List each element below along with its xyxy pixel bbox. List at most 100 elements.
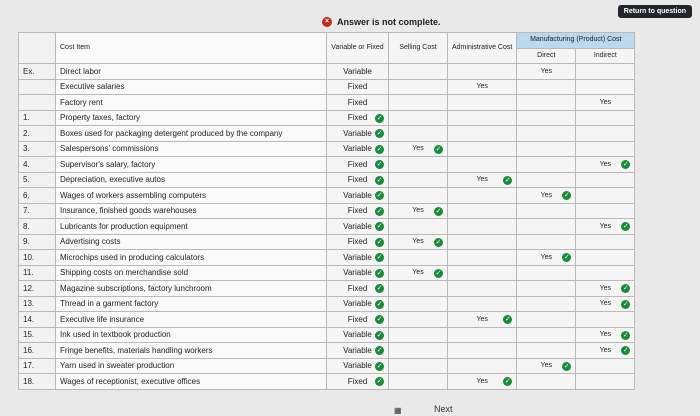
variable-fixed-select[interactable]: Fixed ✓ [326,156,389,173]
return-to-question-button[interactable]: Return to question [617,5,692,18]
indirect-cost-select[interactable] [575,63,636,80]
direct-cost-select[interactable] [516,156,577,173]
selling-cost-select[interactable] [388,280,448,297]
direct-cost-select[interactable] [516,202,577,219]
variable-fixed-select[interactable]: Variable ✓ [326,342,389,359]
variable-fixed-select[interactable]: Variable [326,63,389,80]
administrative-cost-select[interactable]: Yes ✓ [446,311,518,328]
selling-cost-select[interactable] [388,249,448,266]
indirect-cost-select[interactable]: Yes ✓ [575,342,636,359]
administrative-cost-select[interactable] [446,187,518,204]
variable-fixed-select[interactable]: Fixed [326,78,389,95]
selling-cost-select[interactable]: Yes ✓ [388,140,448,157]
administrative-cost-select[interactable] [446,326,518,343]
indirect-cost-select[interactable]: Yes ✓ [575,326,636,343]
direct-cost-select[interactable] [516,280,577,297]
variable-fixed-select[interactable]: Fixed [326,94,389,111]
selling-cost-select[interactable]: Yes ✓ [388,264,448,281]
administrative-cost-select[interactable]: Yes ✓ [446,373,518,390]
indirect-cost-select[interactable]: Yes ✓ [575,280,636,297]
selling-cost-select[interactable] [388,295,448,312]
direct-cost-select[interactable] [516,78,577,95]
administrative-cost-select[interactable] [446,342,518,359]
direct-cost-select[interactable] [516,233,577,250]
direct-cost-select[interactable] [516,373,577,390]
administrative-cost-select[interactable] [446,156,518,173]
direct-cost-select[interactable]: Yes ✓ [516,357,577,374]
variable-fixed-select[interactable]: Fixed ✓ [326,311,389,328]
indirect-cost-select[interactable]: Yes [575,94,636,111]
direct-cost-select[interactable] [516,140,577,157]
selling-cost-select[interactable] [388,63,448,80]
selling-cost-select[interactable] [388,218,448,235]
selling-cost-select[interactable] [388,78,448,95]
direct-cost-select[interactable] [516,94,577,111]
indirect-cost-select[interactable] [575,125,636,142]
selling-cost-select[interactable] [388,94,448,111]
administrative-cost-select[interactable] [446,63,518,80]
indirect-cost-select[interactable] [575,264,636,281]
administrative-cost-select[interactable] [446,202,518,219]
direct-cost-select[interactable] [516,295,577,312]
variable-fixed-select[interactable]: Variable ✓ [326,326,389,343]
administrative-cost-select[interactable] [446,233,518,250]
variable-fixed-select[interactable]: Fixed ✓ [326,280,389,297]
administrative-cost-select[interactable] [446,125,518,142]
direct-cost-select[interactable] [516,218,577,235]
administrative-cost-select[interactable] [446,295,518,312]
direct-cost-select[interactable] [516,264,577,281]
variable-fixed-select[interactable]: Fixed ✓ [326,202,389,219]
variable-fixed-select[interactable]: Fixed ✓ [326,109,389,126]
variable-fixed-select[interactable]: Fixed ✓ [326,373,389,390]
indirect-cost-select[interactable] [575,109,636,126]
administrative-cost-select[interactable] [446,249,518,266]
indirect-cost-select[interactable] [575,140,636,157]
administrative-cost-select[interactable] [446,109,518,126]
direct-cost-select[interactable] [516,125,577,142]
indirect-cost-select[interactable] [575,78,636,95]
indirect-cost-select[interactable] [575,311,636,328]
variable-fixed-select[interactable]: Fixed ✓ [326,171,389,188]
selling-cost-select[interactable] [388,125,448,142]
variable-fixed-select[interactable]: Variable ✓ [326,357,389,374]
direct-cost-select[interactable]: Yes [516,63,577,80]
indirect-cost-select[interactable]: Yes ✓ [575,156,636,173]
selling-cost-select[interactable] [388,311,448,328]
administrative-cost-select[interactable] [446,94,518,111]
selling-cost-select[interactable] [388,342,448,359]
indirect-cost-select[interactable] [575,373,636,390]
selling-cost-select[interactable] [388,373,448,390]
direct-cost-select[interactable]: Yes ✓ [516,249,577,266]
selling-cost-select[interactable] [388,187,448,204]
variable-fixed-select[interactable]: Fixed ✓ [326,233,389,250]
selling-cost-select[interactable] [388,357,448,374]
direct-cost-select[interactable] [516,311,577,328]
indirect-cost-select[interactable] [575,357,636,374]
selling-cost-select[interactable]: Yes ✓ [388,233,448,250]
variable-fixed-select[interactable]: Variable ✓ [326,125,389,142]
indirect-cost-select[interactable]: Yes ✓ [575,295,636,312]
administrative-cost-select[interactable] [446,357,518,374]
indirect-cost-select[interactable] [575,171,636,188]
direct-cost-select[interactable] [516,109,577,126]
administrative-cost-select[interactable] [446,140,518,157]
administrative-cost-select[interactable] [446,280,518,297]
indirect-cost-select[interactable] [575,187,636,204]
variable-fixed-select[interactable]: Variable ✓ [326,249,389,266]
direct-cost-select[interactable]: Yes ✓ [516,187,577,204]
selling-cost-select[interactable] [388,109,448,126]
direct-cost-select[interactable] [516,342,577,359]
variable-fixed-select[interactable]: Variable ✓ [326,264,389,281]
grid-icon[interactable]: ▦ [394,406,402,415]
variable-fixed-select[interactable]: Variable ✓ [326,187,389,204]
indirect-cost-select[interactable] [575,233,636,250]
selling-cost-select[interactable] [388,326,448,343]
variable-fixed-select[interactable]: Variable ✓ [326,218,389,235]
administrative-cost-select[interactable] [446,264,518,281]
selling-cost-select[interactable]: Yes ✓ [388,202,448,219]
indirect-cost-select[interactable] [575,249,636,266]
administrative-cost-select[interactable]: Yes [446,78,518,95]
direct-cost-select[interactable] [516,326,577,343]
selling-cost-select[interactable] [388,171,448,188]
administrative-cost-select[interactable] [446,218,518,235]
